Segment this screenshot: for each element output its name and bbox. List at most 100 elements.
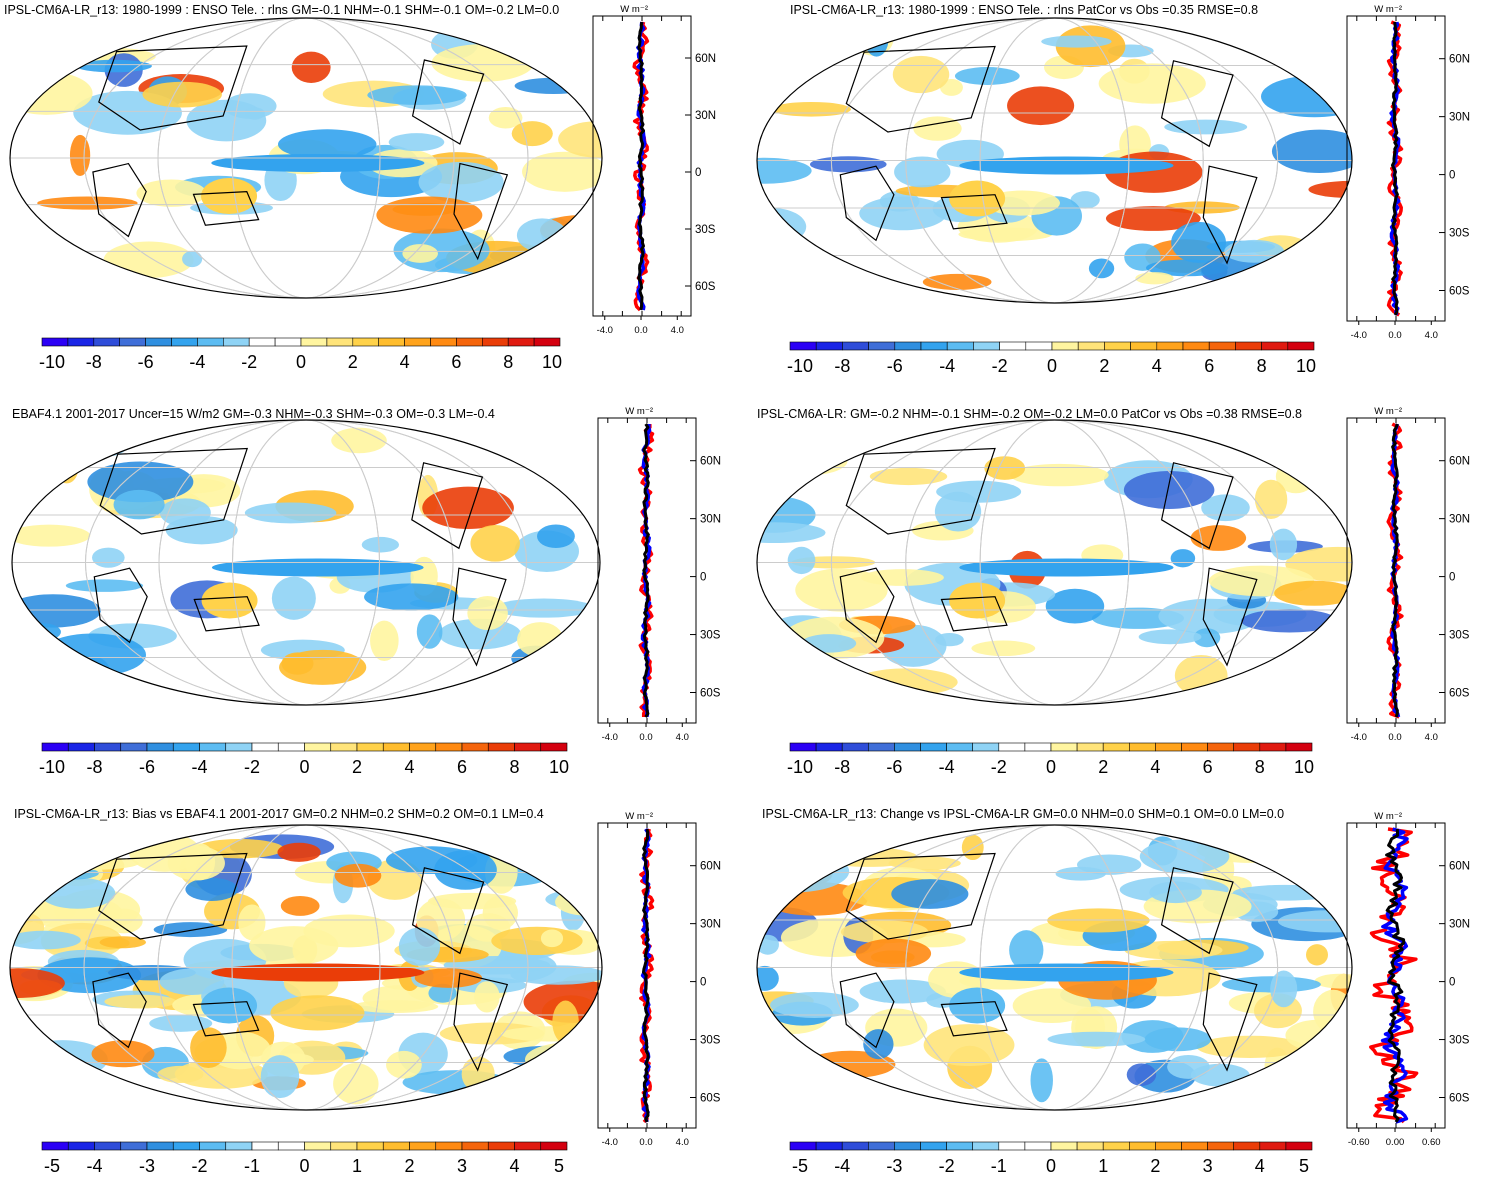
colorbar-label: -2 <box>992 356 1008 376</box>
colorbar-cell <box>1155 1141 1182 1151</box>
colorbar-cell <box>1287 341 1315 351</box>
continent-outline <box>92 972 147 1049</box>
colorbar-label: -6 <box>139 757 155 777</box>
colorbar-cell <box>1129 742 1156 752</box>
panel-3: EBAF4.1 2001-2017 Uncer=15 W/m2 GM=-0.3 … <box>11 406 721 777</box>
colorbar: -10 -8 -6 -4 -2 0 2 4 6 8 10 <box>787 742 1314 777</box>
colorbar-cell <box>1102 742 1130 752</box>
colorbar-cell <box>41 337 69 347</box>
profile-line-ref <box>642 828 650 1123</box>
continent-outline <box>192 190 260 226</box>
colorbar-label: -2 <box>241 352 257 372</box>
profile-tick-label: -4.0 <box>597 325 613 336</box>
colorbar-label: -10 <box>39 757 65 777</box>
profile-tick-label: 4.0 <box>671 325 684 336</box>
colorbar-cell <box>67 337 95 347</box>
colorbar-cell <box>67 1141 95 1151</box>
colorbar-cell <box>867 1141 895 1151</box>
colorbar-cell <box>1050 1141 1078 1151</box>
colorbar-label: -4 <box>86 1156 102 1176</box>
profile-tick-label: 4.0 <box>676 732 689 743</box>
colorbar-cell <box>514 1141 542 1151</box>
profile-tick-label: -4.0 <box>1351 732 1367 743</box>
colorbar-label: 10 <box>542 352 562 372</box>
continent-outline <box>845 447 996 535</box>
map-field <box>757 18 1352 303</box>
continent-outline <box>453 162 509 261</box>
colorbar-cell <box>972 1141 1000 1151</box>
colorbar-cell <box>1104 341 1131 351</box>
colorbar-cell <box>1102 1141 1130 1151</box>
profile-line-model <box>1369 827 1419 1124</box>
continent-outline <box>845 45 996 133</box>
panel-1: IPSL-CM6A-LR_r13: 1980-1999 : ENSO Tele.… <box>4 3 716 372</box>
colorbar-label: 10 <box>1294 757 1314 777</box>
continent-outline <box>411 59 485 145</box>
colorbar-cell <box>815 742 843 752</box>
colorbar-cell <box>145 337 172 347</box>
profile-unit: W m⁻² <box>1374 811 1402 822</box>
zonal-profile: W m⁻² 60N 30N 0 30S 60S -4.0 0.0 4.0 <box>1346 406 1470 743</box>
colorbar-cell <box>225 742 253 752</box>
continent-outline <box>839 567 895 644</box>
colorbar-label: 5 <box>1299 1156 1309 1176</box>
colorbar-cell <box>304 742 332 752</box>
colorbar-label: 3 <box>457 1156 467 1176</box>
latitude-label: 60N <box>700 861 721 873</box>
colorbar-cell <box>119 337 146 347</box>
colorbar-label: 0 <box>299 757 309 777</box>
latitude-label: 30N <box>700 919 721 931</box>
colorbar-cell <box>1155 742 1182 752</box>
latitude-label: 0 <box>1449 977 1455 989</box>
continent-outline <box>839 972 895 1049</box>
latitude-label: 60S <box>1449 286 1470 298</box>
profile-line-ref <box>637 21 645 311</box>
continent-outline <box>940 596 1008 632</box>
colorbar-label: 8 <box>503 352 513 372</box>
colorbar-cell <box>223 337 250 347</box>
continent-outline <box>1160 60 1234 148</box>
latitude-label: 0 <box>700 572 706 584</box>
profile-line-model <box>632 21 650 312</box>
continent-outline <box>1160 462 1234 550</box>
colorbar-cell <box>972 742 1000 752</box>
profile-tick-label: 0.0 <box>1388 330 1401 341</box>
latitude-label: 30S <box>1449 228 1470 240</box>
colorbar-label: -4 <box>191 757 207 777</box>
colorbar-cell <box>1077 341 1105 351</box>
colorbar-cell <box>815 1141 843 1151</box>
latitude-label: 60N <box>1449 54 1470 66</box>
colorbar-cell <box>999 341 1027 351</box>
profile-line-ref <box>1391 423 1399 718</box>
zonal-profile: W m⁻² 60N 30N 0 30S 60S -4.0 0.0 4.0 <box>592 4 716 336</box>
panel-title: IPSL-CM6A-LR_r13: Change vs IPSL-CM6A-LR… <box>762 807 1284 821</box>
colorbar-label: -8 <box>86 352 102 372</box>
continent-outline <box>98 852 248 940</box>
panel-title: IPSL-CM6A-LR_r13: 1980-1999 : ENSO Tele.… <box>4 3 559 17</box>
colorbar-cell <box>841 1141 869 1151</box>
colorbar-cell <box>197 337 224 347</box>
colorbar-cell <box>94 742 122 752</box>
colorbar-cell <box>946 1141 973 1151</box>
colorbar-cell <box>1156 341 1184 351</box>
colorbar-label: 4 <box>1152 356 1162 376</box>
colorbar-cell <box>1076 742 1104 752</box>
colorbar-label: -6 <box>887 356 903 376</box>
colorbar-label: -3 <box>139 1156 155 1176</box>
colorbar-cell <box>1233 1141 1261 1151</box>
profile-tick-label: 4.0 <box>1425 732 1438 743</box>
colorbar-cell <box>277 1141 305 1151</box>
colorbar-label: 0 <box>296 352 306 372</box>
latitude-label: 30S <box>700 1035 721 1047</box>
profile-line-obs <box>636 21 647 311</box>
colorbar-cell <box>1259 1141 1287 1151</box>
colorbar-cell <box>1259 742 1287 752</box>
colorbar-cell <box>1207 1141 1234 1151</box>
map-field <box>757 420 1352 705</box>
colorbar-cell <box>789 742 817 752</box>
continent-outline <box>845 852 996 940</box>
latitude-label: 0 <box>700 977 706 989</box>
map-border <box>756 17 1353 304</box>
colorbar-cell <box>304 1141 332 1151</box>
